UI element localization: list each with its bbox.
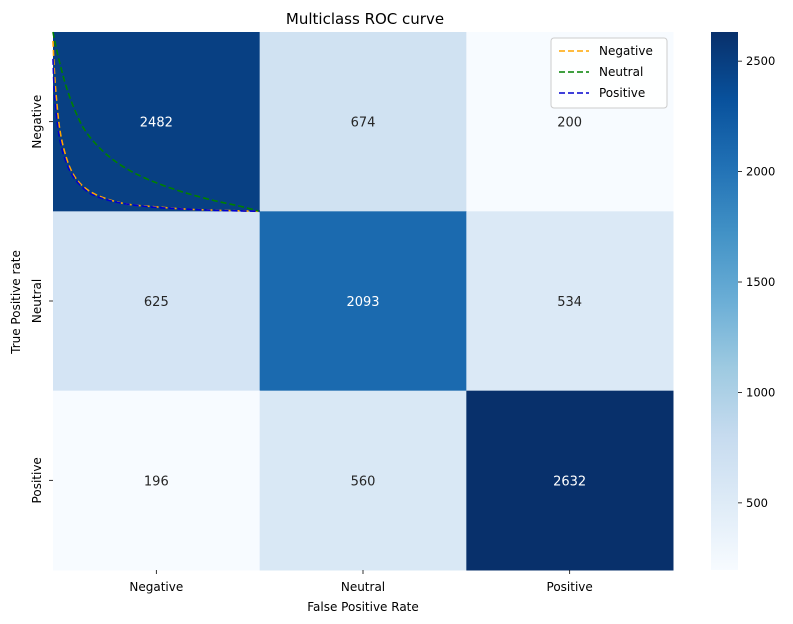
colorbar-tick-label: 1500	[746, 275, 775, 289]
heatmap-cell-labels: 2482 674 200 625 2093 534 196 560 2632	[140, 116, 586, 490]
colorbar-tick-label: 1000	[746, 385, 775, 399]
x-axis-ticks: Negative Neutral Positive	[129, 570, 593, 594]
heatmap-cell	[53, 390, 261, 571]
heatmap-cell	[466, 211, 674, 392]
x-axis-label: False Positive Rate	[307, 600, 419, 614]
colorbar-tick-label: 2500	[746, 54, 775, 68]
legend: Negative Neutral Positive	[550, 37, 668, 109]
chart-title: Multiclass ROC curve	[286, 10, 444, 28]
heatmap-cell-value: 625	[144, 295, 169, 310]
heatmap-cell	[259, 211, 467, 392]
heatmap-cell-value: 200	[557, 116, 582, 131]
y-tick-label: Negative	[30, 95, 44, 149]
heatmap-cell	[259, 390, 467, 571]
x-tick-label: Neutral	[341, 580, 385, 594]
heatmap-cell-value: 534	[557, 295, 582, 310]
heatmap-cells	[53, 32, 674, 571]
colorbar-ticks: 500 1000 1500 2000 2500	[738, 54, 775, 510]
x-tick-label: Positive	[547, 580, 593, 594]
roc-line-negative	[52, 40, 260, 213]
heatmap-cell-value: 560	[351, 474, 376, 489]
legend-label-positive: Positive	[599, 86, 645, 100]
y-axis-ticks: Negative Neutral Positive	[30, 95, 53, 503]
colorbar-tick-label: 2000	[746, 165, 775, 179]
legend-label-neutral: Neutral	[599, 65, 643, 79]
colorbar-tick-label: 500	[746, 496, 768, 510]
x-tick-label: Negative	[129, 580, 183, 594]
y-tick-label: Positive	[30, 457, 44, 503]
heatmap-cell	[53, 32, 261, 212]
roc-line-positive	[52, 58, 260, 213]
roc-lines	[52, 31, 260, 213]
heatmap-cell	[53, 211, 261, 392]
colorbar	[711, 32, 738, 570]
heatmap-cell-value: 674	[351, 116, 376, 131]
roc-line-neutral	[52, 31, 260, 213]
y-axis-label: True Positive rate	[9, 250, 23, 355]
legend-label-negative: Negative	[599, 44, 653, 58]
heatmap-cell	[259, 32, 467, 212]
heatmap-cell-value: 2482	[140, 116, 173, 131]
heatmap-cell-value: 196	[144, 474, 169, 489]
heatmap-cell	[466, 390, 674, 571]
legend-box	[550, 37, 668, 109]
legend-entries: Negative Neutral Positive	[559, 44, 653, 100]
y-tick-label: Neutral	[30, 279, 44, 323]
heatmap-cell-value: 2632	[553, 474, 586, 489]
heatmap-cell-value: 2093	[346, 295, 379, 310]
